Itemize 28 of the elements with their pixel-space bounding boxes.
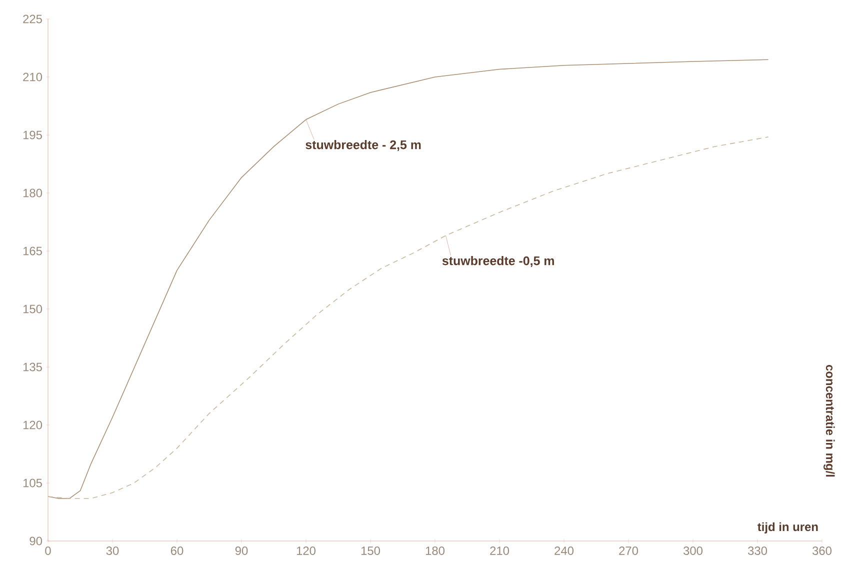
y-tick-label: 180 (23, 188, 42, 198)
series-label: stuwbreedte -0,5 m (442, 256, 554, 267)
x-tick-label: 240 (554, 546, 574, 555)
x-tick-label: 30 (106, 546, 119, 555)
y-tick-label: 225 (23, 14, 42, 24)
x-tick-label: 360 (812, 546, 832, 555)
y-tick-label: 105 (23, 478, 42, 488)
line-series (48, 136, 769, 499)
y-tick-label: 120 (23, 420, 42, 430)
x-tick-label: 0 (45, 546, 51, 555)
x-tick-label: 210 (490, 546, 510, 555)
y-tick-label: 195 (23, 130, 42, 140)
x-tick-label: 270 (619, 546, 638, 555)
x-tick-label: 60 (170, 546, 184, 555)
y-tick-label: 210 (23, 72, 42, 82)
x-tick-label: 300 (683, 546, 703, 555)
x-tick-label: 150 (361, 546, 380, 555)
y-tick-label: 165 (23, 246, 42, 256)
x-tick-label: 180 (426, 546, 445, 555)
y-tick-label: 150 (23, 304, 42, 314)
y-tick-label: 90 (30, 536, 42, 546)
x-tick-label: 90 (235, 546, 248, 555)
x-tick-label: 330 (748, 546, 768, 555)
series-label: stuwbreedte - 2,5 m (306, 140, 421, 151)
y-tick-label: 135 (23, 362, 42, 372)
y-axis-title: concentratie in mg/l (824, 364, 835, 477)
x-tick-label: 120 (296, 546, 316, 555)
x-axis-title: tijd in uren (758, 522, 818, 534)
